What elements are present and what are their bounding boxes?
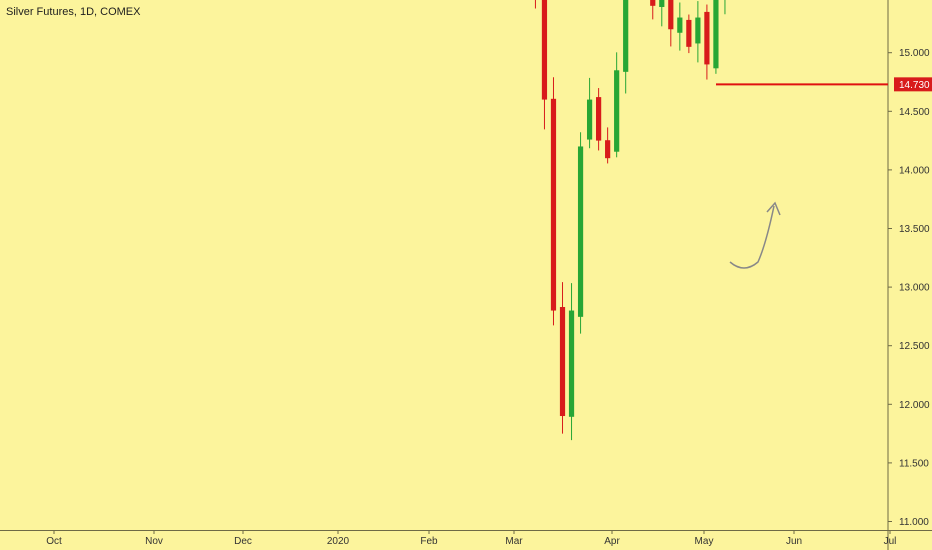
- candle-body[interactable]: [614, 70, 620, 152]
- y-tick-label: 14.000: [899, 165, 930, 176]
- candle-body[interactable]: [623, 0, 629, 72]
- y-tick-label: 11.500: [899, 458, 929, 469]
- candle-body[interactable]: [686, 19, 692, 47]
- x-tick-label: Jul: [884, 536, 897, 547]
- y-tick-label: 12.000: [899, 400, 930, 411]
- x-tick-label: Dec: [234, 536, 252, 547]
- x-tick-label: May: [695, 536, 714, 547]
- candle-body[interactable]: [541, 0, 548, 100]
- candle-body[interactable]: [577, 146, 584, 317]
- candle-body[interactable]: [550, 98, 557, 311]
- y-tick-label: 14.500: [899, 107, 930, 118]
- annotation-arrowhead: [766, 201, 781, 216]
- candle-body[interactable]: [695, 17, 701, 44]
- x-tick-label: Oct: [46, 536, 62, 547]
- x-tick-label: Mar: [505, 536, 523, 547]
- y-tick-label: 11.000: [899, 517, 929, 528]
- y-tick-label: 15.000: [899, 48, 930, 59]
- support-badge: 14.730: [899, 80, 930, 91]
- x-tick-label: Jun: [786, 536, 802, 547]
- candle-body[interactable]: [713, 0, 719, 69]
- x-tick-label: Apr: [604, 536, 620, 547]
- x-tick-label: Nov: [145, 536, 163, 547]
- y-tick-label: 13.000: [899, 283, 930, 294]
- y-tick-label: 15.500: [899, 0, 930, 1]
- x-tick-label: 2020: [327, 536, 350, 547]
- y-tick-label: 13.500: [899, 224, 930, 235]
- candle-body[interactable]: [586, 99, 593, 140]
- candle-body[interactable]: [668, 0, 674, 30]
- candle-body[interactable]: [659, 0, 665, 7]
- candle-body[interactable]: [559, 307, 566, 417]
- support-badge-bg: [894, 77, 932, 92]
- x-tick-label: Feb: [420, 536, 438, 547]
- candle-body[interactable]: [704, 11, 710, 65]
- chart-title: Silver Futures, 1D, COMEX: [6, 6, 141, 18]
- annotation-arrow[interactable]: [729, 205, 775, 269]
- candle-body[interactable]: [650, 0, 656, 6]
- y-tick-label: 12.500: [899, 341, 930, 352]
- candle-body[interactable]: [596, 97, 602, 141]
- candle-body[interactable]: [677, 17, 683, 33]
- candle-body[interactable]: [605, 140, 611, 159]
- candle-body[interactable]: [568, 310, 575, 417]
